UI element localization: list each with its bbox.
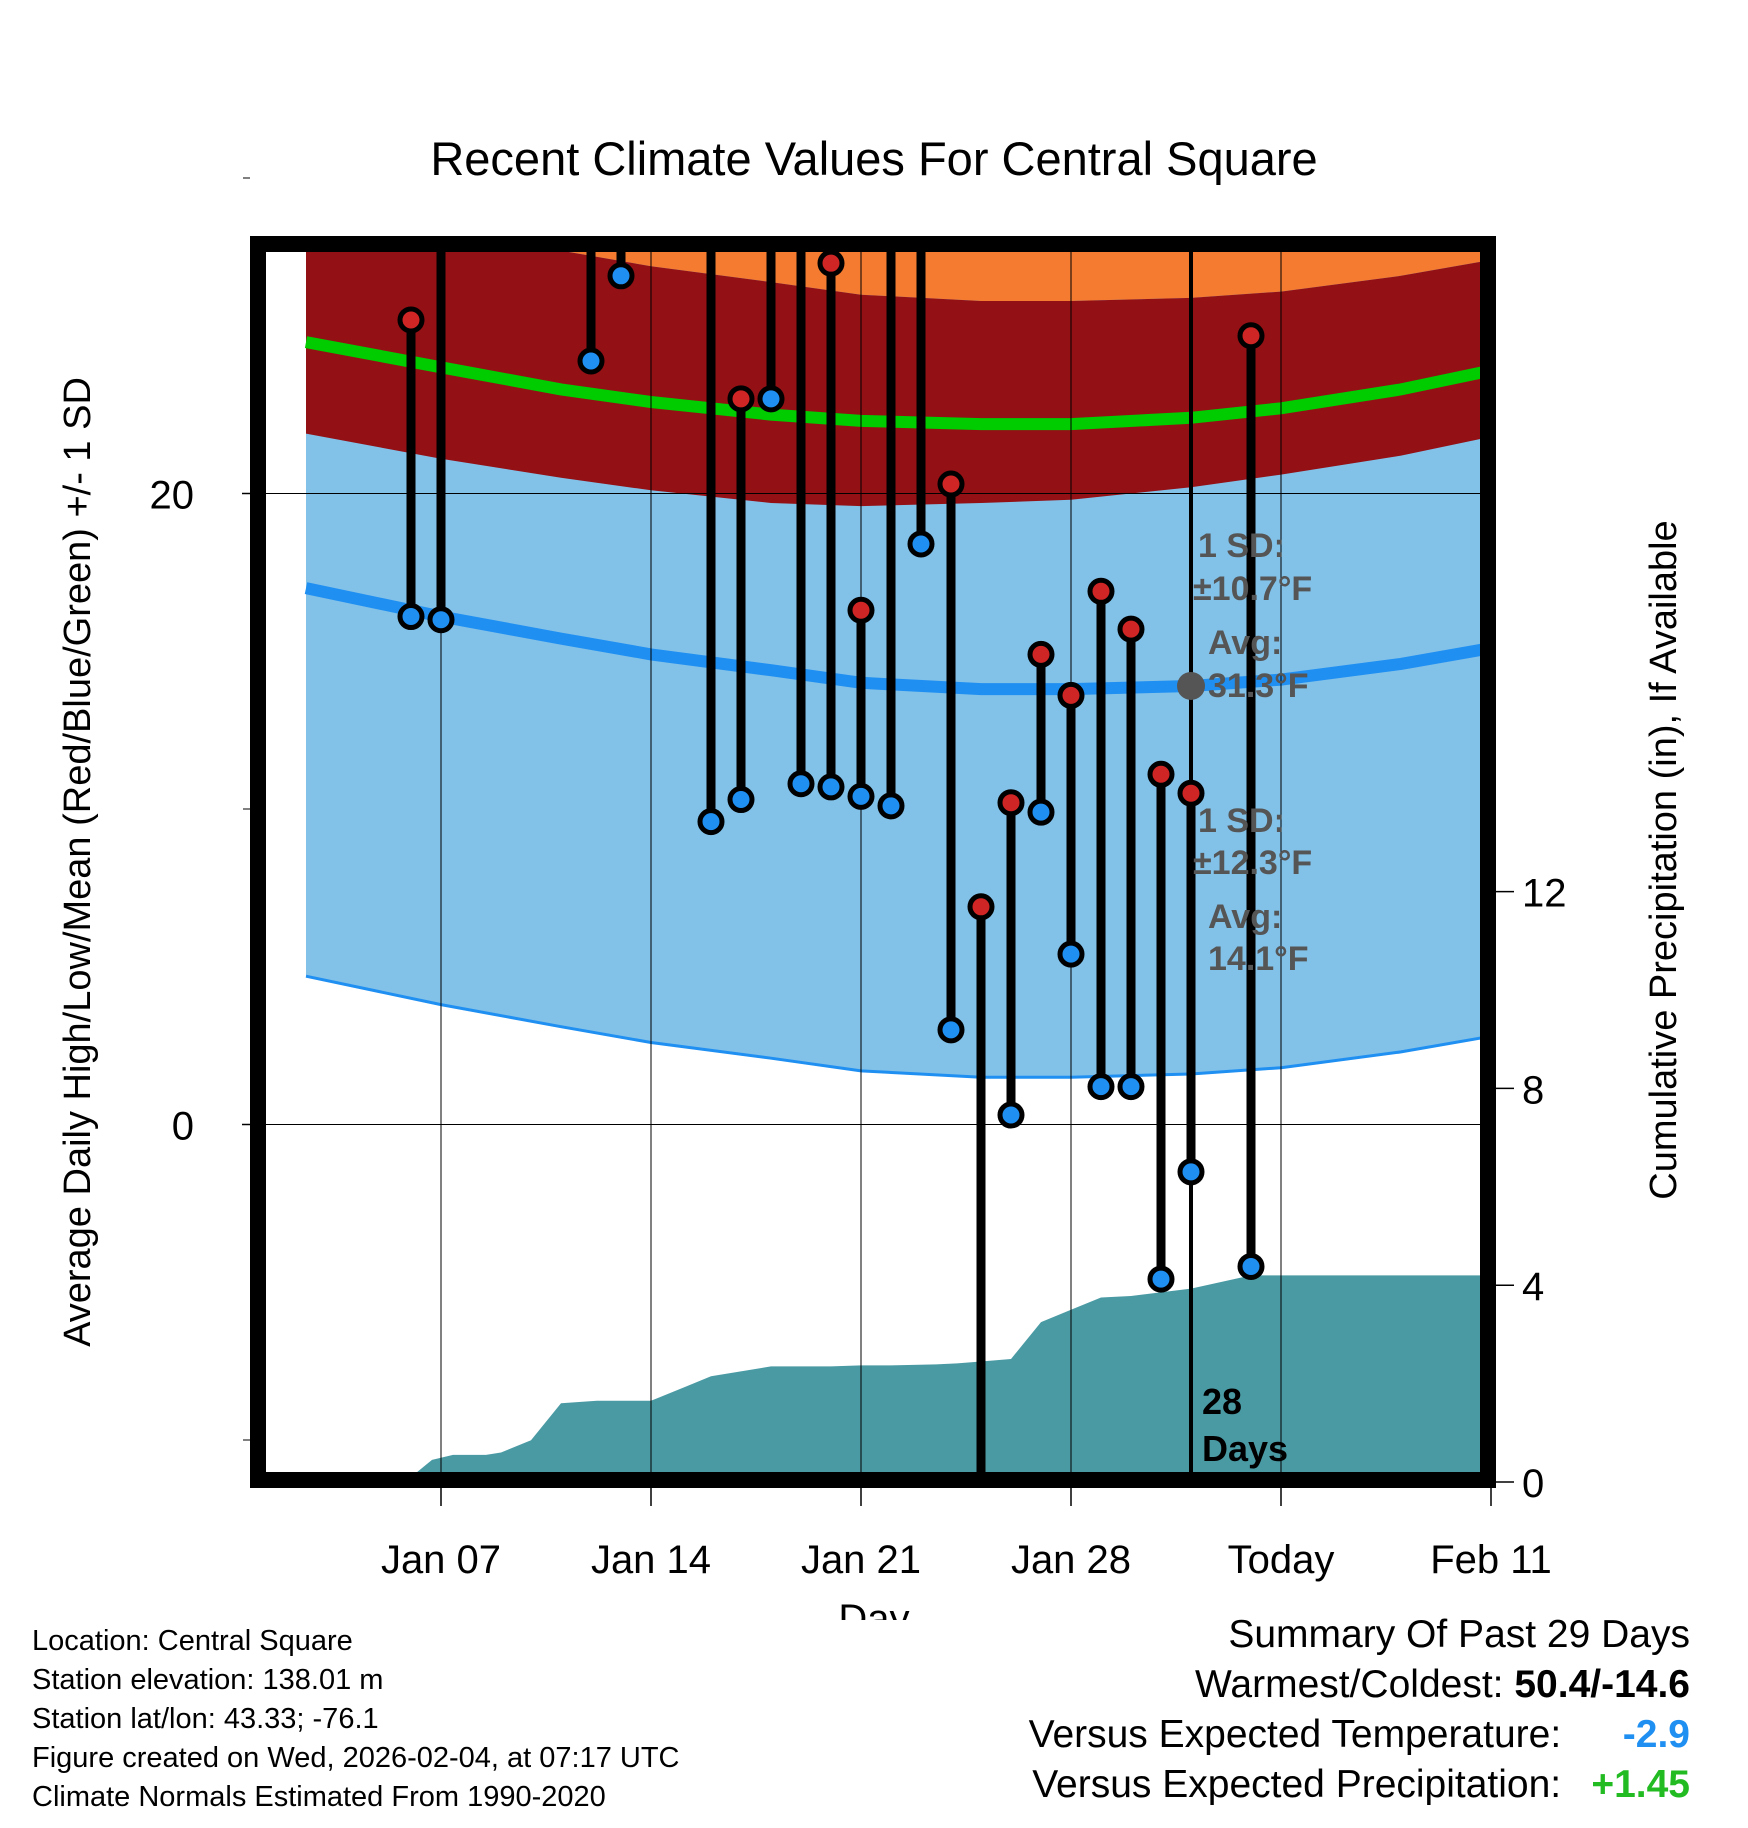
obs-high-marker — [610, 47, 632, 69]
obs-high-marker — [880, 53, 902, 75]
obs-low-marker — [877, 792, 905, 820]
obs-low-marker — [1087, 1073, 1115, 1101]
left-axis-title: Average Daily High/Low/Mean (Red/Blue/Gr… — [57, 377, 99, 1347]
plot-area: 1 SD: ±10.7°F Avg: 31.3°F 1 SD: ±12.3°F Avg: 14… — [57, 0, 1685, 1620]
low-avg-label: Avg: — [1208, 898, 1282, 936]
obs-low-marker — [1027, 798, 1055, 826]
x-tick-label: Jan 21 — [801, 1538, 921, 1582]
high-sd-value: ±10.7°F — [1193, 570, 1312, 608]
latlon-text: Station lat/lon: 43.33; -76.1 — [32, 1703, 379, 1735]
left-tick-label: 20 — [150, 474, 195, 518]
x-tick-label: Today — [1228, 1538, 1335, 1582]
obs-low-marker — [490, 94, 512, 116]
obs-low-marker — [550, 63, 572, 85]
obs-high-marker — [997, 789, 1025, 817]
obs-low-marker — [787, 770, 815, 798]
temp-anomaly-label: Versus Expected Temperature: — [1028, 1713, 1562, 1756]
obs-high-marker — [430, 16, 452, 38]
obs-high-marker — [817, 249, 845, 277]
obs-high-marker — [727, 385, 755, 413]
summary-panel: Summary Of Past 29 Days Warmest/Coldest:… — [1029, 1610, 1690, 1810]
obs-high-marker — [397, 306, 425, 334]
obs-low-marker — [1237, 1252, 1265, 1280]
warmest-coldest-row: Warmest/Coldest: 50.4/-14.6 — [1029, 1660, 1690, 1710]
obs-low-marker — [397, 603, 425, 631]
x-tick-label: Jan 14 — [591, 1538, 711, 1582]
precip-anomaly-label: Versus Expected Precipitation: — [1032, 1763, 1562, 1806]
obs-low-marker — [1117, 1073, 1145, 1101]
precip-anomaly-value: +1.45 — [1591, 1763, 1690, 1806]
obs-low-marker — [817, 773, 845, 801]
precip-area — [405, 1275, 1488, 1480]
obs-high-marker — [847, 596, 875, 624]
obs-low-marker — [1057, 940, 1085, 968]
right-tick-label: 0 — [1522, 1462, 1544, 1506]
today-low-avg-dot — [1177, 671, 1205, 700]
obs-low-marker — [970, 1574, 992, 1596]
low-avg-value: 14.1°F — [1208, 940, 1309, 978]
obs-low-marker — [757, 385, 785, 413]
obs-low-marker — [1177, 1158, 1205, 1186]
high-avg-label: Avg: — [1208, 624, 1282, 662]
obs-low-marker — [1147, 1265, 1175, 1293]
low-sd-value: ±12.3°F — [1193, 844, 1312, 882]
precip-anomaly-row: Versus Expected Precipitation: +1.45 — [1029, 1760, 1690, 1810]
obs-high-marker — [1237, 322, 1265, 350]
obs-low-marker — [997, 1101, 1025, 1129]
obs-high-marker — [1147, 760, 1175, 788]
climate-chart: Recent Climate Values For Central Square… — [57, 0, 1685, 1620]
obs-low-marker — [727, 786, 755, 814]
obs-high-marker — [910, 50, 932, 72]
obs-low-marker — [427, 606, 455, 634]
warmest-coldest-value: 50.4/-14.6 — [1514, 1663, 1690, 1706]
obs-low-marker — [520, 22, 542, 44]
obs-high-marker — [967, 893, 995, 921]
x-tick-label: Jan 28 — [1011, 1538, 1131, 1582]
elevation-text: Station elevation: 138.01 m — [32, 1664, 384, 1696]
station-info: Location: Central Square Station elevati… — [32, 1622, 680, 1817]
obs-high-marker — [760, 0, 782, 12]
right-axis-title: Cumulative Precipitation (in), If Availa… — [1643, 520, 1685, 1199]
low-sd-label: 1 SD: — [1198, 802, 1285, 840]
plot-content: 1 SD: ±10.7°F Avg: 31.3°F 1 SD: ±12.3°F Avg: 14… — [258, 0, 1488, 1596]
low-avg-line — [304, 582, 1488, 696]
obs-low-marker — [937, 1016, 965, 1044]
mean-avg-line — [304, 336, 1488, 431]
chart-title: Recent Climate Values For Central Square — [430, 132, 1317, 185]
days-count: 28 — [1202, 1381, 1242, 1422]
obs-high-marker — [937, 470, 965, 498]
created-text: Figure created on Wed, 2026-02-04, at 07… — [32, 1742, 680, 1774]
days-word: Days — [1202, 1428, 1288, 1469]
obs-low-marker — [577, 347, 605, 375]
obs-high-marker — [1117, 615, 1145, 643]
x-tick-label: Feb 11 — [1430, 1538, 1552, 1582]
obs-low-marker — [697, 808, 725, 836]
obs-high-marker — [1057, 681, 1085, 709]
high-sd-label: 1 SD: — [1198, 527, 1285, 565]
left-tick-label: 0 — [172, 1105, 194, 1149]
temp-anomaly-row: Versus Expected Temperature: -2.9 — [1029, 1710, 1690, 1760]
plot-frame — [250, 236, 1496, 1488]
x-tick-label: Jan 07 — [381, 1538, 501, 1582]
obs-high-marker — [1087, 577, 1115, 605]
right-tick-label: 8 — [1522, 1068, 1544, 1112]
right-tick-label: 4 — [1522, 1265, 1544, 1309]
high-avg-value: 31.3°F — [1208, 667, 1309, 705]
warmest-coldest-label: Warmest/Coldest: — [1195, 1663, 1504, 1706]
temp-anomaly-value: -2.9 — [1622, 1713, 1690, 1756]
obs-high-marker — [1177, 779, 1205, 807]
x-axis-title: Day — [838, 1597, 909, 1620]
obs-low-marker — [847, 782, 875, 810]
summary-title: Summary Of Past 29 Days — [1228, 1613, 1690, 1656]
normals-text: Climate Normals Estimated From 1990-2020 — [32, 1781, 606, 1813]
obs-high-marker — [1027, 640, 1055, 668]
obs-low-marker — [907, 530, 935, 558]
right-tick-label: 12 — [1522, 872, 1567, 916]
obs-low-marker — [607, 262, 635, 290]
location-text: Location: Central Square — [32, 1625, 353, 1657]
